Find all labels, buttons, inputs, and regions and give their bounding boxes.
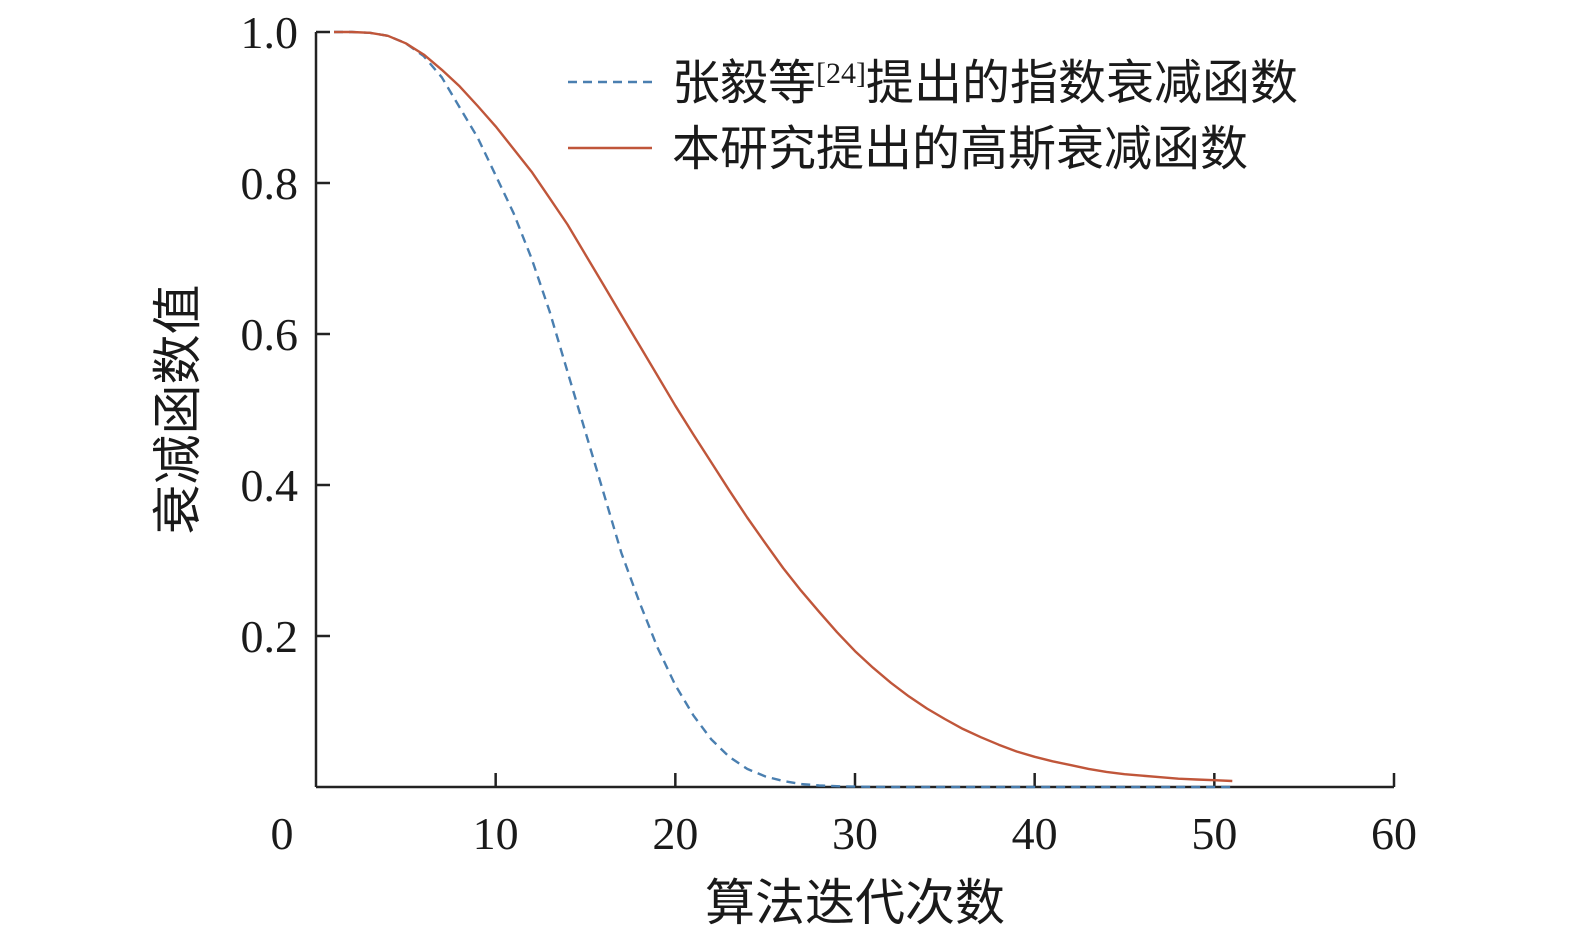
axes: 0 10 20 30 40 50 60 0.2 0.4 0.6 0.8 1.0 xyxy=(241,7,1418,859)
x-tick-label: 10 xyxy=(473,808,519,859)
y-tick-label: 0.6 xyxy=(241,309,299,360)
y-axis-title: 衰减函数值 xyxy=(150,285,206,535)
legend-label: 张毅等[24]提出的指数衰减函数 xyxy=(672,57,1298,110)
y-tick-label: 0.2 xyxy=(241,611,299,662)
y-tick-label: 0.4 xyxy=(241,460,299,511)
x-tick-label: 20 xyxy=(652,808,698,859)
gaussian-decay-series-line xyxy=(334,30,1233,783)
y-tick-label: 0.8 xyxy=(241,158,299,209)
x-tick-label: 40 xyxy=(1012,808,1058,859)
series-group xyxy=(334,30,1233,789)
legend-label-part: 张毅等 xyxy=(672,57,816,110)
x-axis-title: 算法迭代次数 xyxy=(705,875,1005,931)
x-tick-label: 30 xyxy=(832,808,878,859)
x-tick-label: 0 xyxy=(271,808,294,859)
legend-label: 本研究提出的高斯衰减函数 xyxy=(672,123,1248,176)
legend-label-part: 提出的指数衰减函数 xyxy=(866,57,1298,110)
legend-citation-superscript: [24] xyxy=(816,57,866,90)
y-tick-label: 1.0 xyxy=(241,7,299,58)
x-tick-label: 60 xyxy=(1371,808,1417,859)
x-tick-label: 50 xyxy=(1191,808,1237,859)
